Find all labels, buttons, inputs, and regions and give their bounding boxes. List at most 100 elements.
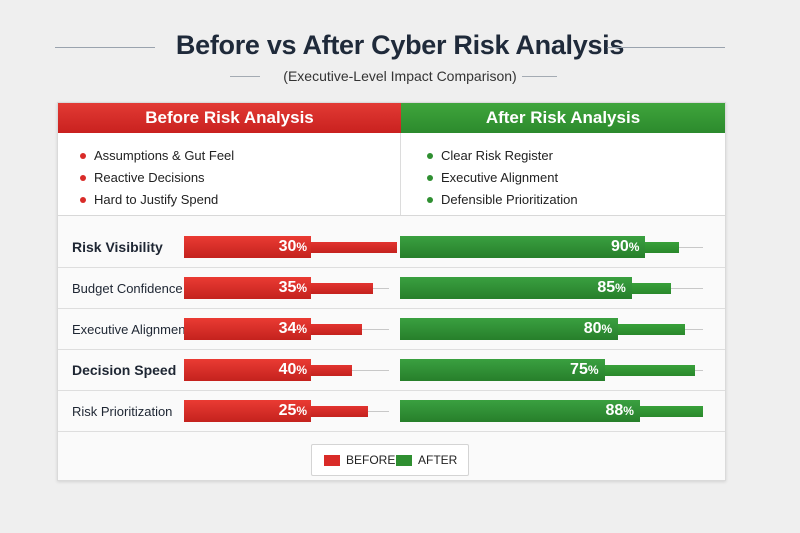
row-divider	[58, 349, 725, 350]
after-header: After Risk Analysis	[401, 103, 725, 133]
after-bullet: Clear Risk Register	[427, 145, 578, 167]
legend-swatch-before	[324, 455, 340, 466]
after-panel: Clear Risk Register Executive Alignment …	[401, 133, 725, 215]
after-value-label: 75%	[400, 359, 599, 381]
green-bullet-icon	[427, 175, 433, 181]
green-bullet-icon	[427, 197, 433, 203]
row-divider	[58, 267, 725, 268]
after-value-number: 88	[605, 402, 624, 419]
page-title: Before vs After Cyber Risk Analysis	[175, 30, 625, 60]
after-bullet-text: Defensible Prioritization	[441, 192, 578, 207]
after-bullet-text: Clear Risk Register	[441, 148, 553, 163]
before-bar	[184, 236, 312, 258]
chart-row: Decision Speed 40% 75%	[58, 350, 725, 391]
after-bar-tail	[639, 406, 703, 417]
before-value-label: 35%	[184, 277, 307, 299]
after-bar-tail	[604, 365, 696, 376]
after-value-number: 90	[610, 238, 629, 255]
after-bar-tail	[645, 242, 679, 253]
after-bullet-text: Executive Alignment	[441, 170, 559, 185]
subtitle-rule-left	[230, 76, 260, 77]
after-bar	[400, 318, 619, 340]
after-value-number: 75	[570, 361, 588, 378]
chart-row: Executive Alignment 34% 80%	[58, 309, 725, 350]
after-value-label: 85%	[400, 277, 626, 299]
percent-sign: %	[587, 363, 599, 377]
after-value-number: 85	[597, 279, 616, 296]
before-bar-tail	[311, 283, 373, 294]
percent-sign: %	[615, 281, 626, 295]
page-subtitle: (Executive-Level Impact Comparison)	[283, 68, 517, 84]
metric-label: Budget Confidence	[72, 281, 183, 296]
before-bullet: Hard to Justify Spend	[80, 189, 234, 211]
row-divider	[58, 390, 725, 391]
legend-swatch-after	[396, 455, 412, 466]
before-bar-tail	[311, 242, 398, 253]
red-bullet-icon	[80, 197, 86, 203]
row-divider	[58, 431, 725, 432]
after-value-label: 80%	[400, 318, 612, 340]
metric-label: Decision Speed	[72, 362, 177, 378]
before-bar-tail	[311, 365, 353, 376]
percent-sign: %	[296, 404, 308, 418]
title-wrap: Before vs After Cyber Risk Analysis	[0, 30, 800, 61]
red-bullet-icon	[80, 175, 86, 181]
after-bullet: Executive Alignment	[427, 167, 578, 189]
before-value-number: 35	[278, 279, 297, 296]
percent-sign: %	[296, 363, 308, 377]
before-bullet-text: Reactive Decisions	[94, 170, 205, 185]
after-bar-tail	[631, 283, 672, 294]
after-bar-tail	[618, 324, 685, 335]
percent-sign: %	[296, 322, 308, 336]
before-value-number: 40	[278, 361, 297, 378]
legend-label-before: BEFORE	[346, 453, 396, 467]
before-bullet-text: Hard to Justify Spend	[94, 192, 219, 207]
after-bar	[400, 400, 640, 422]
after-value-label: 88%	[400, 400, 634, 422]
subtitle-rule-right	[522, 76, 557, 77]
before-bar	[184, 400, 312, 422]
metric-label: Risk Prioritization	[72, 404, 173, 419]
after-bullet-list: Clear Risk Register Executive Alignment …	[427, 145, 578, 211]
before-value-label: 30%	[184, 236, 307, 258]
before-value-label: 34%	[184, 318, 307, 340]
after-bar	[400, 236, 646, 258]
before-bar	[184, 318, 312, 340]
before-value-number: 25	[278, 402, 297, 419]
before-value-number: 34	[278, 320, 297, 337]
chart-row: Budget Confidence 35% 85%	[58, 268, 725, 309]
before-bullet-text: Assumptions & Gut Feel	[94, 148, 235, 163]
metric-label: Risk Visibility	[72, 239, 163, 255]
before-bullet-list: Assumptions & Gut Feel Reactive Decision…	[80, 145, 234, 211]
before-bar-tail	[311, 324, 363, 335]
percent-sign: %	[296, 281, 308, 295]
before-bar	[184, 277, 312, 299]
before-value-label: 40%	[184, 359, 307, 381]
after-bar	[400, 277, 632, 299]
chart-row: Risk Prioritization 25% 88%	[58, 391, 725, 432]
after-value-label: 90%	[400, 236, 639, 258]
chart-row: Risk Visibility 30% 90%	[58, 227, 725, 268]
before-header: Before Risk Analysis	[58, 103, 401, 133]
percent-sign: %	[601, 322, 613, 336]
section-divider	[58, 215, 725, 216]
after-bullet: Defensible Prioritization	[427, 189, 578, 211]
title-rule-right	[607, 47, 725, 48]
before-value-label: 25%	[184, 400, 307, 422]
before-panel: Assumptions & Gut Feel Reactive Decision…	[58, 133, 401, 215]
title-rule-left	[55, 47, 155, 48]
before-bullet: Assumptions & Gut Feel	[80, 145, 234, 167]
after-bar	[400, 359, 605, 381]
percent-sign: %	[296, 240, 308, 254]
green-bullet-icon	[427, 153, 433, 159]
legend-label-after: AFTER	[418, 453, 458, 467]
before-bullet: Reactive Decisions	[80, 167, 234, 189]
row-divider	[58, 308, 725, 309]
legend: BEFORE AFTER	[311, 444, 469, 476]
before-bar-tail	[311, 406, 369, 417]
before-bar	[184, 359, 312, 381]
red-bullet-icon	[80, 153, 86, 159]
after-value-number: 80	[583, 320, 602, 337]
metric-label: Executive Alignment	[72, 322, 190, 337]
percent-sign: %	[623, 404, 634, 418]
